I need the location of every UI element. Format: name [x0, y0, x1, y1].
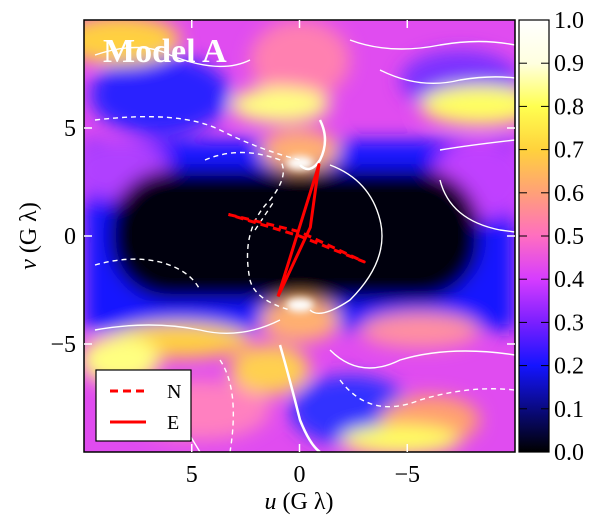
x-axis-label: u (G λ) [265, 489, 334, 515]
heatmap [84, 20, 515, 452]
colorbar-tick-label: 0.8 [554, 94, 584, 120]
x-tick-label: 0 [294, 462, 306, 488]
colorbar-tick-label: 0.6 [554, 181, 584, 207]
series-e-line [276, 163, 321, 298]
y-tick-label: −5 [50, 332, 76, 358]
y-tick-label: 5 [64, 116, 76, 142]
contours [94, 39, 515, 452]
uv-tracks [227, 163, 366, 298]
x-axis-ticks: 5 0 −5 [186, 20, 420, 488]
x-tick-label: 5 [186, 462, 198, 488]
colorbar: 0.0 0.1 0.2 0.3 0.4 0.5 0.6 0.7 0.8 0.9 1.0 [518, 8, 584, 466]
legend-label-e: E [167, 412, 179, 434]
colorbar-tick-label: 0.2 [554, 354, 584, 380]
y-axis-label: v (G λ) [16, 202, 42, 270]
colorbar-tick-label: 0.7 [554, 138, 584, 164]
colorbar-tick-label: 0.9 [554, 51, 584, 77]
legend-box [95, 369, 192, 442]
series-n-line [227, 212, 366, 264]
y-axis-ticks: 5 0 −5 [50, 116, 515, 358]
colorbar-ticks: 0.0 0.1 0.2 0.3 0.4 0.5 0.6 0.7 0.8 0.9 1.0 [519, 8, 584, 466]
legend-label-n: N [167, 381, 181, 403]
x-tick-label: −5 [394, 462, 420, 488]
colorbar-tick-label: 0.4 [554, 267, 584, 293]
colorbar-tick-label: 0.0 [554, 440, 584, 466]
colorbar-tick-label: 0.5 [554, 224, 584, 250]
colorbar-tick-label: 0.3 [554, 310, 584, 336]
legend: N E [95, 369, 192, 442]
chart-title: Model A [103, 33, 227, 70]
colorbar-tick-label: 0.1 [554, 397, 584, 423]
y-tick-label: 0 [64, 224, 76, 250]
colorbar-tick-label: 1.0 [554, 8, 584, 34]
